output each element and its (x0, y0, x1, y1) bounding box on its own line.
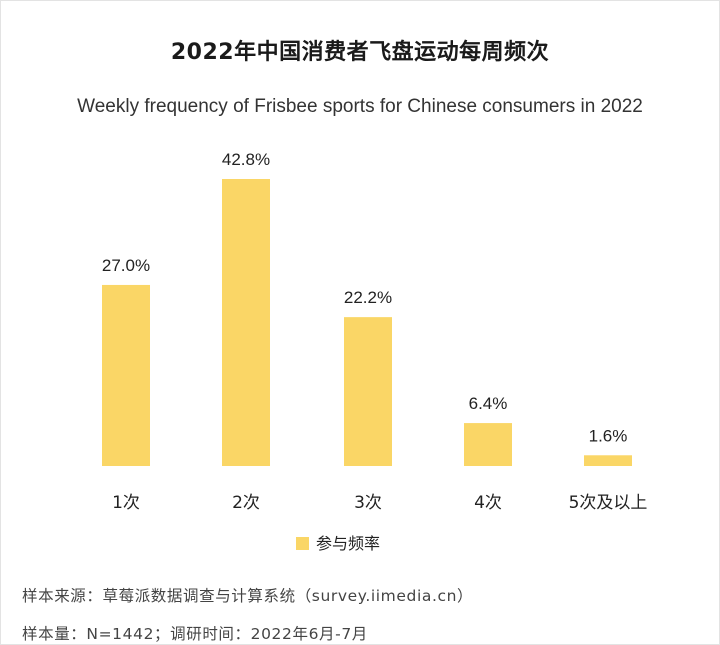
x-tick-label: 1次 (112, 493, 140, 513)
chart-title: 2022年中国消费者飞盘运动每周频次 (170, 40, 550, 65)
x-tick-label: 5次及以上 (569, 493, 648, 513)
x-tick-label: 4次 (474, 493, 502, 513)
legend-swatch (296, 537, 309, 550)
bar (222, 179, 270, 466)
data-label: 22.2% (344, 288, 392, 307)
x-tick-label: 3次 (354, 493, 382, 513)
legend-label: 参与频率 (316, 534, 380, 553)
chart-subtitle: Weekly frequency of Frisbee sports for C… (77, 96, 643, 117)
data-label: 27.0% (102, 256, 150, 275)
data-label: 1.6% (589, 426, 628, 445)
data-label: 42.8% (222, 150, 270, 169)
source-note: 样本来源：草莓派数据调查与计算系统（survey.iimedia.cn） (22, 587, 474, 605)
sample-note: 样本量：N=1442；调研时间：2022年6月-7月 (22, 625, 368, 643)
data-label: 6.4% (469, 394, 508, 413)
bar (344, 317, 392, 466)
x-tick-label: 2次 (232, 493, 260, 513)
bar (464, 423, 512, 466)
bar (584, 455, 632, 466)
bar (102, 284, 150, 466)
